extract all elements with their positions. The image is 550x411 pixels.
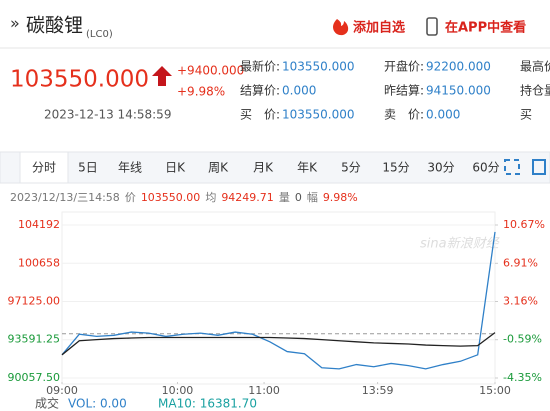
info-label: 买 xyxy=(520,108,532,122)
info-grid: 最新价:103550.000开盘价:92200.000最高价结算价:0.000昨… xyxy=(240,59,550,122)
active-tab xyxy=(19,151,69,184)
y2-tick-label: -4.35% xyxy=(503,371,542,384)
status-vol-label: 量 xyxy=(279,191,290,204)
info-value: 92200.000 xyxy=(426,60,491,74)
chart: 104192 100658 97125.00 93591.25 90057.50 10.6… xyxy=(8,211,545,397)
phone-icon[interactable] xyxy=(426,17,438,36)
tabs: 分时 5日 年线 日K 周K 月K 年K 5分 15分 30分 60分 xyxy=(19,151,500,184)
status-line: 2023/12/13/三14:58 价 103550.00 均 94249.71 量 0 幅 9… xyxy=(10,191,358,204)
y-tick-label: 90057.50 xyxy=(8,371,61,384)
info-value: 103550.000 xyxy=(282,60,355,74)
tab[interactable]: 5日 xyxy=(78,161,98,175)
change-pct: +9.98% xyxy=(177,85,225,99)
footer-label: 成交 xyxy=(35,396,59,411)
quote-time: 2023-12-13 14:58:59 xyxy=(44,108,171,122)
open-app[interactable]: 在APP中查看 xyxy=(445,20,526,36)
status-avg: 94249.71 xyxy=(221,191,274,204)
footer-vol: VOL: 0.00 xyxy=(68,397,127,411)
info-value: 0.000 xyxy=(426,108,460,122)
series-line xyxy=(61,332,496,356)
y2-tick-label: 6.91% xyxy=(503,256,538,269)
y-tick-label: 97125.00 xyxy=(8,294,61,307)
info-label: 最新价: xyxy=(240,59,280,74)
info-label: 卖 价: xyxy=(384,108,424,122)
tab[interactable]: 15分 xyxy=(382,161,409,175)
footer-ma: MA10: 16381.70 xyxy=(158,397,257,411)
tab[interactable]: 60分 xyxy=(472,161,499,175)
y-tick-label: 93591.25 xyxy=(8,333,61,346)
tab[interactable]: 年线 xyxy=(118,161,142,175)
info-label: 持仓量 xyxy=(520,83,550,98)
y2-tick-label: 10.67% xyxy=(503,218,545,231)
status-price-label: 价 xyxy=(125,191,136,204)
status-vol: 0 xyxy=(295,191,302,204)
nav-icon[interactable]: » xyxy=(10,14,20,33)
info-label: 开盘价: xyxy=(384,59,424,74)
x-tick-label: 11:00 xyxy=(248,384,280,397)
y2-tick-label: 3.16% xyxy=(503,295,538,308)
change: +9400.000 xyxy=(177,64,244,78)
tab-bar xyxy=(0,151,550,184)
code: (LC0) xyxy=(86,29,113,40)
fire-icon[interactable] xyxy=(333,19,349,36)
tab[interactable]: 月K xyxy=(253,161,274,175)
add-favorite[interactable]: 添加自选 xyxy=(353,20,405,36)
info-label: 结算价: xyxy=(240,83,280,98)
price: 103550.000 xyxy=(10,67,149,93)
x-tick-label: 15:00 xyxy=(479,384,511,397)
info-value: 94150.000 xyxy=(426,84,491,98)
settings-icon[interactable] xyxy=(532,159,546,175)
tab[interactable]: 30分 xyxy=(427,161,454,175)
y-tick-label: 104192 xyxy=(18,218,60,231)
tab[interactable]: 5分 xyxy=(341,161,361,175)
x-tick-label: 09:00 xyxy=(46,384,78,397)
series-line xyxy=(61,231,496,370)
info-value: 0.000 xyxy=(282,84,316,98)
status-amp-label: 幅 xyxy=(307,191,318,204)
tab[interactable]: 年K xyxy=(297,161,318,175)
y-tick-label: 100658 xyxy=(18,256,60,269)
up-arrow xyxy=(152,66,172,86)
info-label: 买 价: xyxy=(240,108,280,122)
status-avg-label: 均 xyxy=(205,191,216,204)
x-tick-label: 13:59 xyxy=(362,384,394,397)
status-price: 103550.00 xyxy=(141,191,201,204)
status-amp: 9.98% xyxy=(323,191,358,204)
info-label: 昨结算: xyxy=(384,83,424,98)
status-time: 2023/12/13/三14:58 xyxy=(10,191,120,204)
plot-frame xyxy=(61,211,496,385)
tab[interactable]: 周K xyxy=(208,161,229,175)
tab[interactable]: 日K xyxy=(165,161,186,175)
info-label: 最高价 xyxy=(520,59,550,74)
watermark: sina新浪财经 xyxy=(420,236,501,252)
x-tick-label: 10:00 xyxy=(162,384,194,397)
fullscreen-icon[interactable] xyxy=(504,159,520,175)
title: 碳酸锂 xyxy=(26,15,83,37)
y2-tick-label: -0.59% xyxy=(503,333,542,346)
info-value: 103550.000 xyxy=(282,108,355,122)
tab[interactable]: 分时 xyxy=(32,161,56,175)
